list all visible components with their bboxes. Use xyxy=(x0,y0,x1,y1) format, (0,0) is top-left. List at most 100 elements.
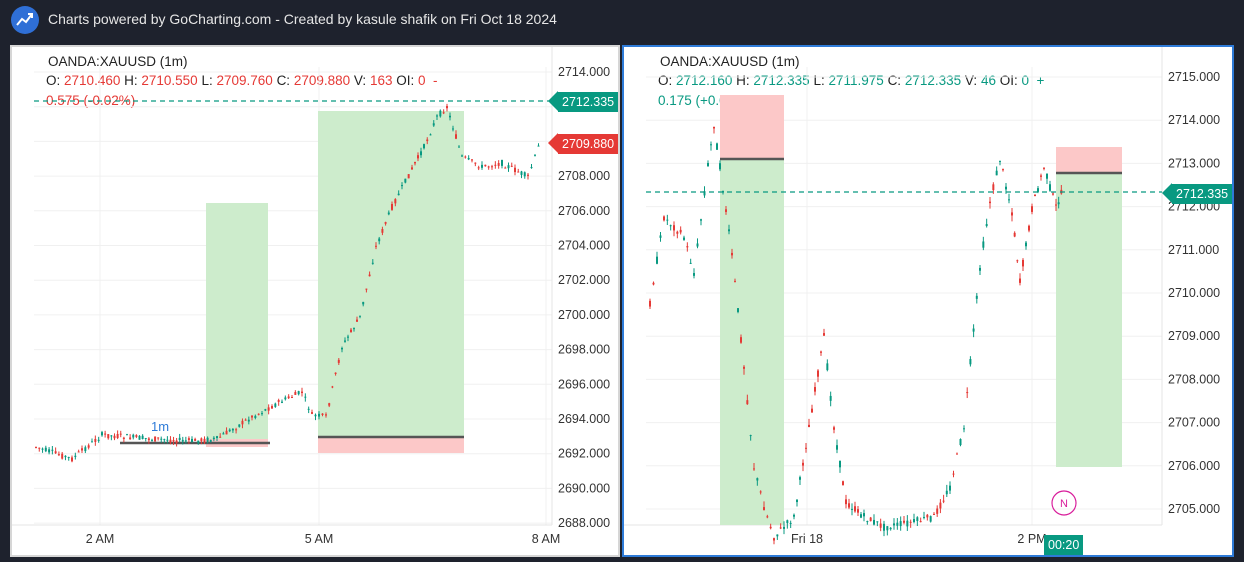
price-axis-tick: 2708.000 xyxy=(558,169,610,183)
candle-body xyxy=(411,167,413,170)
candle-body xyxy=(420,151,422,156)
candle-body xyxy=(35,446,37,448)
candle-body xyxy=(414,162,416,164)
candle-body xyxy=(365,288,368,290)
candle-body xyxy=(530,167,533,169)
candle-body xyxy=(350,329,352,332)
candle-body xyxy=(740,337,742,343)
candle-body xyxy=(200,438,203,442)
candle-body xyxy=(110,435,113,437)
price-axis-tick: 2688.000 xyxy=(558,516,610,530)
candle-body xyxy=(969,359,972,365)
candle-body xyxy=(160,438,163,440)
candle-body xyxy=(417,155,419,159)
candle-body xyxy=(805,447,807,449)
candle-body xyxy=(725,209,727,212)
candle-body xyxy=(216,436,218,438)
candle-body xyxy=(863,513,865,517)
candle-body xyxy=(84,447,87,452)
left-chart-canvas[interactable]: 2714.0002712.0002710.0002708.0002706.000… xyxy=(12,47,618,555)
candle-body xyxy=(842,481,844,486)
loss-zone xyxy=(720,95,784,159)
candle-body xyxy=(251,415,253,418)
candle-body xyxy=(896,522,899,526)
candle-body xyxy=(481,164,483,168)
candle-body xyxy=(649,300,651,307)
candle-body xyxy=(716,143,718,150)
candle-body xyxy=(291,397,293,399)
candle-body xyxy=(982,241,985,248)
candle-body xyxy=(138,435,141,440)
candle-body xyxy=(963,428,965,430)
candle-body xyxy=(64,455,67,458)
candle-body xyxy=(344,340,346,342)
candle-body xyxy=(839,460,841,468)
candle-body xyxy=(999,160,1001,162)
candle-body xyxy=(467,157,470,160)
interval-marker: 1m xyxy=(151,419,169,434)
candle-body xyxy=(487,166,490,168)
candle-body xyxy=(520,171,523,175)
candle-body xyxy=(287,396,290,399)
candle-body xyxy=(394,199,397,204)
candle-body xyxy=(384,222,387,224)
candle-body xyxy=(669,225,672,227)
candle-body xyxy=(1057,202,1060,205)
candle-body xyxy=(989,201,991,204)
candle-body xyxy=(241,420,244,425)
candle-body xyxy=(334,372,337,374)
candle-body xyxy=(267,407,270,411)
candle-body xyxy=(696,243,699,247)
candle-body xyxy=(337,359,340,363)
candle-body xyxy=(689,262,692,264)
candle-body xyxy=(703,191,706,196)
right-chart-pane[interactable]: OANDA:XAUUSD (1m) O: 2712.160 H: 2712.33… xyxy=(622,45,1234,557)
candle-body xyxy=(663,216,665,221)
candle-body xyxy=(107,434,110,439)
candle-body xyxy=(235,429,238,431)
candle-body xyxy=(225,430,228,435)
candle-body xyxy=(484,164,487,167)
candle-body xyxy=(274,403,277,407)
candle-body xyxy=(833,427,835,430)
candle-body xyxy=(318,413,320,417)
candle-body xyxy=(743,366,745,369)
price-axis-tick: 2704.000 xyxy=(558,239,610,253)
candle-body xyxy=(67,457,70,459)
left-last-price-tag-arrow xyxy=(548,91,558,111)
price-axis-tick: 2692.000 xyxy=(558,447,610,461)
candle-body xyxy=(975,295,978,299)
candle-body xyxy=(995,170,998,176)
candle-body xyxy=(261,413,263,415)
candle-body xyxy=(391,204,393,210)
candle-body xyxy=(873,519,875,525)
left-close-tag-arrow xyxy=(548,133,558,153)
candle-body xyxy=(899,521,902,527)
left-chart-pane[interactable]: OANDA:XAUUSD (1m) O: 2710.460 H: 2710.55… xyxy=(10,45,620,557)
candle-body xyxy=(244,419,247,421)
candle-body xyxy=(101,432,103,436)
candle-body xyxy=(945,490,948,495)
candle-body xyxy=(104,433,107,435)
price-axis-tick: 2702.000 xyxy=(558,273,610,287)
candle-body xyxy=(851,508,853,510)
candle-body xyxy=(1022,259,1024,267)
candle-body xyxy=(464,156,467,158)
candle-body xyxy=(87,445,90,448)
price-axis-tick: 2711.000 xyxy=(1168,243,1219,257)
candle-body xyxy=(734,280,736,282)
candle-body xyxy=(749,435,752,437)
profit-zone xyxy=(720,159,784,525)
candle-body xyxy=(883,523,885,531)
candle-body xyxy=(517,171,520,173)
candle-body xyxy=(129,437,132,440)
time-axis-tick: 2 AM xyxy=(86,532,115,546)
candle-body xyxy=(61,453,64,459)
right-countdown-tag: 00:20 xyxy=(1044,535,1084,555)
candle-body xyxy=(766,516,769,518)
candle-body xyxy=(811,408,813,413)
right-chart-canvas[interactable]: 2715.0002714.0002713.0002712.0002711.000… xyxy=(624,47,1232,555)
candle-body xyxy=(501,160,503,166)
left-last-price-tag: 2712.335 xyxy=(558,92,618,112)
candle-body xyxy=(659,235,662,238)
